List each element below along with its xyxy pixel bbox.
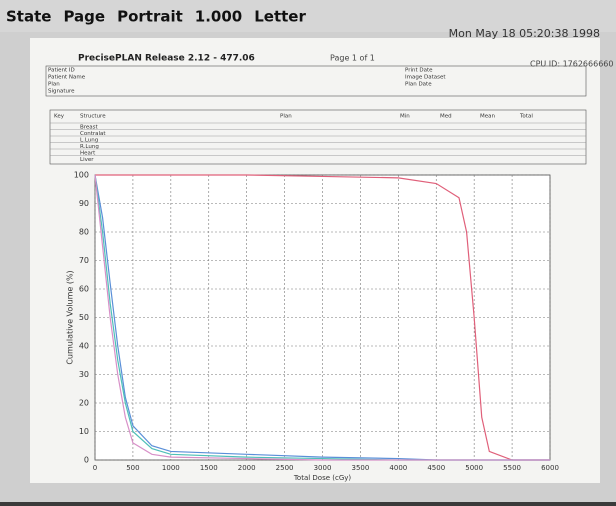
x-tick-label: 0 xyxy=(93,464,97,472)
x-tick-label: 2000 xyxy=(238,464,256,472)
y-axis-label: Cumulative Volume (%) xyxy=(66,270,75,364)
column-header: Min xyxy=(400,114,410,120)
x-tick-label: 500 xyxy=(126,464,139,472)
y-tick-label: 60 xyxy=(79,285,89,294)
x-tick-label: 2500 xyxy=(276,464,294,472)
report-title: PrecisePLAN Release 2.12 - 477.06 xyxy=(78,54,255,64)
column-header: Mean xyxy=(480,114,495,120)
column-header: Key xyxy=(54,114,65,120)
column-header: Total xyxy=(519,114,533,120)
y-tick-label: 70 xyxy=(79,256,89,265)
y-tick-label: 40 xyxy=(79,342,89,351)
column-header: Med xyxy=(440,114,452,120)
field-label: Image Dataset xyxy=(405,75,446,81)
screen: State Page Portrait 1.000 Letter Mon May 18 0… xyxy=(0,0,616,502)
column-header: Plan xyxy=(280,114,292,120)
field-label: Patient ID xyxy=(48,68,75,74)
x-tick-label: 6000 xyxy=(541,464,559,472)
x-tick-label: 1500 xyxy=(200,464,218,472)
x-tick-label: 5500 xyxy=(503,464,521,472)
clock: Mon May 18 05:20:38 1998 xyxy=(449,27,600,40)
y-tick-label: 20 xyxy=(79,399,89,408)
x-tick-label: 3500 xyxy=(352,464,370,472)
toolbar-button[interactable]: Portrait xyxy=(117,8,183,26)
field-label: Print Date xyxy=(405,68,433,74)
field-label: Signature xyxy=(48,89,75,95)
toolbar-button[interactable]: Page xyxy=(63,8,105,26)
x-tick-label: 1000 xyxy=(162,464,180,472)
y-tick-label: 10 xyxy=(79,427,89,436)
y-tick-label: 100 xyxy=(74,171,89,180)
x-tick-label: 3000 xyxy=(314,464,332,472)
page: State Page Portrait 1.000 Letter Mon May 18 0… xyxy=(0,0,616,502)
column-header: Structure xyxy=(80,114,106,120)
toolbar-button[interactable]: Letter xyxy=(254,8,306,26)
x-tick-label: 5000 xyxy=(465,464,483,472)
field-label: Plan Date xyxy=(405,82,432,88)
row-label: Liver xyxy=(80,157,94,163)
x-axis-label: Total Dose (cGy) xyxy=(293,474,352,482)
x-tick-label: 4000 xyxy=(389,464,407,472)
cpu-id: CPU ID: 1762666660 xyxy=(530,60,613,69)
field-label: Patient Name xyxy=(48,75,86,81)
toolbar-button[interactable]: 1.000 xyxy=(195,8,242,26)
y-tick-label: 90 xyxy=(79,199,89,208)
toolbar-button[interactable]: State xyxy=(6,8,51,26)
y-tick-label: 80 xyxy=(79,228,89,237)
x-tick-label: 4500 xyxy=(427,464,445,472)
field-label: Plan xyxy=(48,82,60,88)
y-tick-label: 30 xyxy=(79,370,89,379)
y-tick-label: 0 xyxy=(84,456,89,465)
page-number: Page 1 of 1 xyxy=(330,54,375,63)
y-tick-label: 50 xyxy=(79,313,89,322)
